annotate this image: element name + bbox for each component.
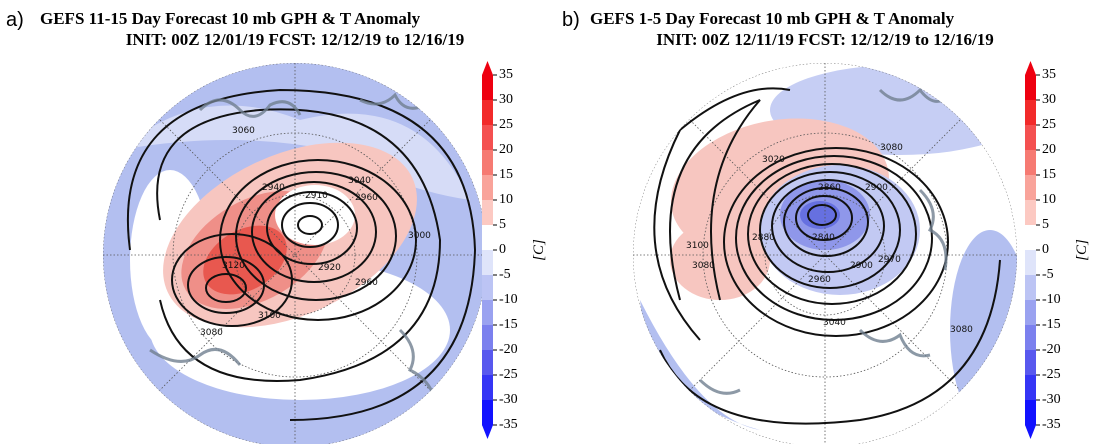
colorbar-tick-label: 30 — [1042, 92, 1056, 107]
contour-label: 3080 — [880, 143, 903, 153]
colorbar-segment — [482, 275, 493, 301]
panel-letter: b) — [562, 9, 580, 31]
colorbar-tick-label: -25 — [1042, 367, 1061, 382]
colorbar-segment — [482, 300, 493, 326]
colorbar-tick-label: 0 — [1042, 242, 1049, 257]
colorbar-segment — [482, 225, 493, 251]
colorbar-segment — [482, 350, 493, 376]
contour-label: 2970 — [878, 255, 901, 265]
colorbar-segment — [482, 250, 493, 276]
contour-label: 3000 — [408, 231, 431, 241]
contour-label: 2960 — [355, 278, 378, 288]
contour-label: 2910 — [305, 191, 328, 201]
colorbar-segment — [1025, 325, 1036, 351]
map-a — [103, 63, 487, 444]
colorbar-tick-label: 10 — [1042, 192, 1056, 207]
colorbar-arrow — [1025, 425, 1036, 439]
colorbar-segment — [1025, 75, 1036, 101]
colorbar-segment — [1025, 200, 1036, 226]
panel-title: GEFS 11-15 Day Forecast 10 mb GPH & T An… — [40, 9, 421, 28]
contour-label: 3100 — [686, 241, 709, 251]
contour-label: 2960 — [808, 275, 831, 285]
contour-label: 2880 — [752, 233, 775, 243]
colorbar-segment — [482, 325, 493, 351]
colorbar-tick-label: -20 — [1042, 342, 1061, 357]
colorbar-tick-label: -10 — [1042, 292, 1061, 307]
colorbar-tick-label: 5 — [499, 217, 506, 232]
colorbar-tick-label: 35 — [499, 67, 513, 82]
contour-label: 3120 — [222, 261, 245, 271]
contour-label: 3040 — [348, 176, 371, 186]
colorbar-arrow — [482, 61, 493, 75]
colorbar-segment — [482, 375, 493, 401]
colorbar-tick-label: 20 — [499, 142, 513, 157]
colorbar-segment — [482, 200, 493, 226]
colorbar-segment — [1025, 250, 1036, 276]
colorbar-segment — [1025, 375, 1036, 401]
colorbar-segment — [1025, 175, 1036, 201]
colorbar-tick-label: -35 — [1042, 417, 1061, 432]
colorbar-tick-label: 15 — [1042, 167, 1056, 182]
contour-label: 2860 — [818, 183, 841, 193]
contour-label: 2960 — [355, 193, 378, 203]
colorbar-segment — [1025, 100, 1036, 126]
colorbar-tick-label: -35 — [499, 417, 518, 432]
contour-label: 3040 — [823, 318, 846, 328]
colorbar-tick-label: 20 — [1042, 142, 1056, 157]
colorbar-tick-label: 0 — [499, 242, 506, 257]
colorbar-segment — [1025, 300, 1036, 326]
colorbar-arrow — [1025, 61, 1036, 75]
colorbar-segment — [482, 100, 493, 126]
colorbar-unit: [C] — [531, 239, 547, 261]
colorbar-tick-label: -30 — [499, 392, 518, 407]
colorbar-segment — [1025, 350, 1036, 376]
colorbar-tick-label: -25 — [499, 367, 518, 382]
contour-label: 2940 — [262, 183, 285, 193]
colorbar-tick-label: -5 — [499, 267, 511, 282]
contour-label: 3020 — [762, 155, 785, 165]
contour-label: 3080 — [692, 261, 715, 271]
contour-label: 3080 — [950, 325, 973, 335]
colorbar-tick-label: -10 — [499, 292, 518, 307]
colorbar-segment — [1025, 150, 1036, 176]
colorbar-segment — [1025, 400, 1036, 426]
colorbar-tick-label: -15 — [1042, 317, 1061, 332]
colorbar-segment — [1025, 225, 1036, 251]
colorbar-tick-label: -20 — [499, 342, 518, 357]
contour-label: 3060 — [232, 126, 255, 136]
colorbar-segment — [482, 175, 493, 201]
contour-label: 3080 — [200, 328, 223, 338]
colorbar-segment — [1025, 275, 1036, 301]
colorbar-tick-label: 10 — [499, 192, 513, 207]
colorbar-segment — [482, 400, 493, 426]
colorbar-unit: [C] — [1074, 239, 1090, 261]
panel-subtitle: INIT: 00Z 12/01/19 FCST: 12/12/19 to 12/… — [126, 30, 464, 49]
panel-letter: a) — [6, 9, 24, 31]
contour-label: 3100 — [258, 311, 281, 321]
colorbar-tick-label: 25 — [499, 117, 513, 132]
map-b — [633, 63, 1017, 444]
colorbar-tick-label: 35 — [1042, 67, 1056, 82]
colorbar-tick-label: 5 — [1042, 217, 1049, 232]
colorbar-tick-label: 30 — [499, 92, 513, 107]
contour-label: 2920 — [318, 263, 341, 273]
colorbar-segment — [1025, 125, 1036, 151]
colorbar-segment — [482, 75, 493, 101]
panel-title: GEFS 1-5 Day Forecast 10 mb GPH & T Anom… — [590, 9, 955, 28]
colorbar-arrow — [482, 425, 493, 439]
colorbar-tick-label: -30 — [1042, 392, 1061, 407]
colorbar-segment — [482, 125, 493, 151]
panel-subtitle: INIT: 00Z 12/11/19 FCST: 12/12/19 to 12/… — [656, 30, 994, 49]
colorbar-tick-label: 15 — [499, 167, 513, 182]
colorbar-segment — [482, 150, 493, 176]
colorbar-tick-label: -5 — [1042, 267, 1054, 282]
contour-label: 2900 — [865, 183, 888, 193]
contour-label: 2900 — [850, 261, 873, 271]
colorbar-tick-label: 25 — [1042, 117, 1056, 132]
contour-label: 2840 — [812, 233, 835, 243]
colorbar-tick-label: -15 — [499, 317, 518, 332]
